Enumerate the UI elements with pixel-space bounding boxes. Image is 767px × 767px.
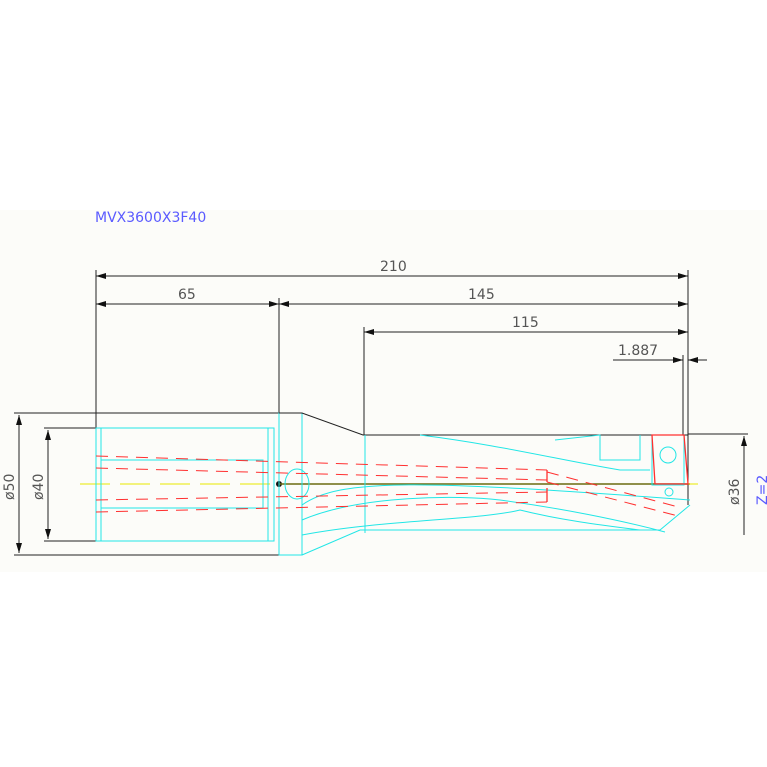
- tool-outline: [80, 412, 698, 556]
- dim-flute-length: 115: [512, 315, 539, 331]
- dim-offset: 1.887: [618, 343, 658, 359]
- dim-shank-length: 65: [178, 287, 196, 303]
- dimension-lines: [14, 270, 748, 556]
- dim-body-length: 145: [468, 287, 495, 303]
- dim-flange-diameter: ø40: [31, 474, 47, 500]
- dim-shank-diameter: ø50: [2, 474, 18, 500]
- coolant-holes: [95, 455, 683, 518]
- dim-cutting-diameter: ø36: [727, 479, 743, 505]
- dim-overall-length: 210: [380, 259, 407, 275]
- part-number-label: MVX3600X3F40: [95, 210, 206, 226]
- teeth-count-label: Z=2: [755, 475, 767, 505]
